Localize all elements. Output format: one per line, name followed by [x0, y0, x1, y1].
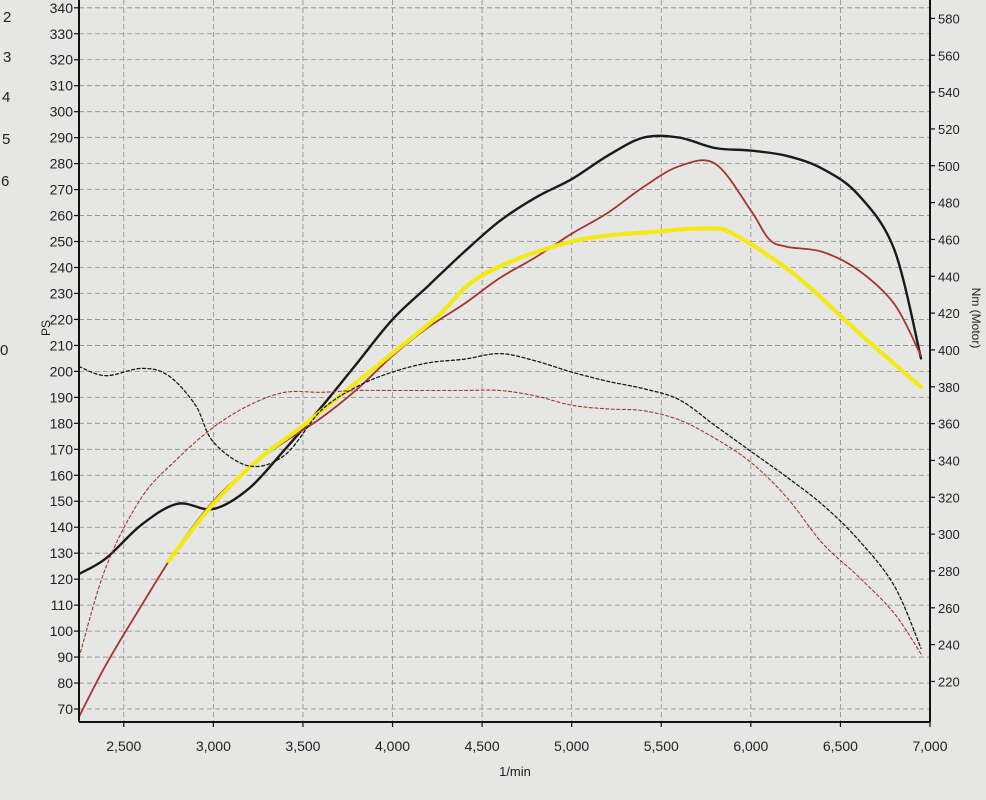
left-tick-label: 330	[50, 26, 74, 42]
left-tick-label: 230	[50, 285, 74, 301]
right-axis-ticks: 220 240 260 280 300 320 340 360 380 400 420 440 460 4…	[930, 11, 960, 689]
left-tick-label: 250	[50, 234, 74, 250]
left-tick-label: 200	[50, 363, 74, 379]
x-tick-label: 2,500	[106, 738, 141, 754]
x-tick-label: 3,500	[285, 738, 320, 754]
margin-number: 3	[3, 49, 11, 66]
right-tick-label: 420	[938, 306, 960, 321]
x-tick-label: 6,500	[823, 738, 858, 754]
x-axis-ticks: 2,500 3,000 3,500 4,000 4,500 5,000 5,500 6,000…	[106, 722, 948, 754]
margin-number: 5	[2, 131, 10, 148]
series-lines	[79, 134, 924, 718]
left-tick-label: 290	[50, 130, 74, 146]
margin-number: 2	[3, 9, 11, 26]
left-tick-label: 180	[50, 415, 74, 431]
left-tick-label: 120	[50, 571, 74, 587]
right-tick-label: 560	[938, 48, 960, 63]
right-tick-label: 500	[938, 159, 960, 174]
right-tick-label: 340	[938, 453, 960, 468]
right-tick-label: 540	[938, 85, 960, 100]
right-tick-label: 240	[938, 638, 960, 653]
left-tick-label: 110	[51, 597, 74, 613]
left-tick-label: 190	[50, 389, 74, 405]
right-tick-label: 280	[938, 564, 960, 579]
left-tick-label: 140	[50, 519, 74, 535]
right-tick-label: 440	[938, 269, 960, 284]
right-tick-label: 320	[938, 490, 960, 505]
left-margin-numbers: 2 3 4 5 6 0	[0, 9, 11, 359]
grid	[79, 0, 931, 722]
right-tick-label: 360	[938, 417, 960, 432]
left-tick-label: 100	[50, 623, 74, 639]
right-tick-label: 520	[938, 122, 960, 137]
series-red-dashed-line	[79, 389, 922, 659]
left-tick-label: 240	[50, 260, 74, 276]
left-tick-label: 70	[57, 701, 73, 717]
left-tick-label: 260	[50, 208, 74, 224]
left-tick-label: 130	[50, 545, 74, 561]
x-tick-label: 5,500	[644, 738, 679, 754]
left-tick-label: 300	[50, 104, 74, 120]
right-tick-label: 220	[938, 674, 960, 689]
y-axis-label-right: Nm (Motor)	[969, 288, 983, 349]
x-tick-label: 4,000	[375, 738, 410, 754]
y-axis-label-left: PS	[39, 320, 53, 336]
series-black-dashed-line	[79, 352, 922, 649]
left-tick-label: 150	[50, 493, 74, 509]
series-yellow-solid-line	[166, 226, 924, 564]
left-tick-label: 320	[50, 52, 74, 68]
right-tick-label: 260	[938, 601, 960, 616]
margin-number: 6	[1, 173, 9, 190]
left-tick-label: 270	[50, 182, 74, 198]
left-tick-label: 160	[50, 467, 74, 483]
left-tick-label: 220	[50, 311, 74, 327]
x-tick-label: 4,500	[465, 738, 500, 754]
right-tick-label: 480	[938, 196, 960, 211]
left-tick-label: 170	[50, 441, 74, 457]
right-tick-label: 380	[938, 380, 960, 395]
right-tick-label: 580	[938, 11, 960, 26]
left-tick-label: 340	[50, 0, 74, 16]
x-tick-label: 3,000	[196, 738, 231, 754]
right-tick-label: 460	[938, 232, 960, 247]
right-tick-label: 400	[938, 343, 960, 358]
x-tick-label: 6,000	[733, 738, 768, 754]
series-black-solid-line	[79, 134, 923, 576]
margin-number: 0	[0, 342, 8, 359]
left-tick-label: 80	[57, 675, 73, 691]
x-axis-label: 1/min	[499, 764, 531, 779]
left-tick-label: 310	[50, 78, 74, 94]
right-tick-label: 300	[938, 527, 960, 542]
x-tick-label: 5,000	[554, 738, 589, 754]
left-tick-label: 280	[50, 156, 74, 172]
x-tick-label: 7,000	[912, 738, 947, 754]
left-tick-label: 90	[57, 649, 73, 665]
margin-number: 4	[2, 89, 10, 106]
left-tick-label: 210	[50, 337, 74, 353]
